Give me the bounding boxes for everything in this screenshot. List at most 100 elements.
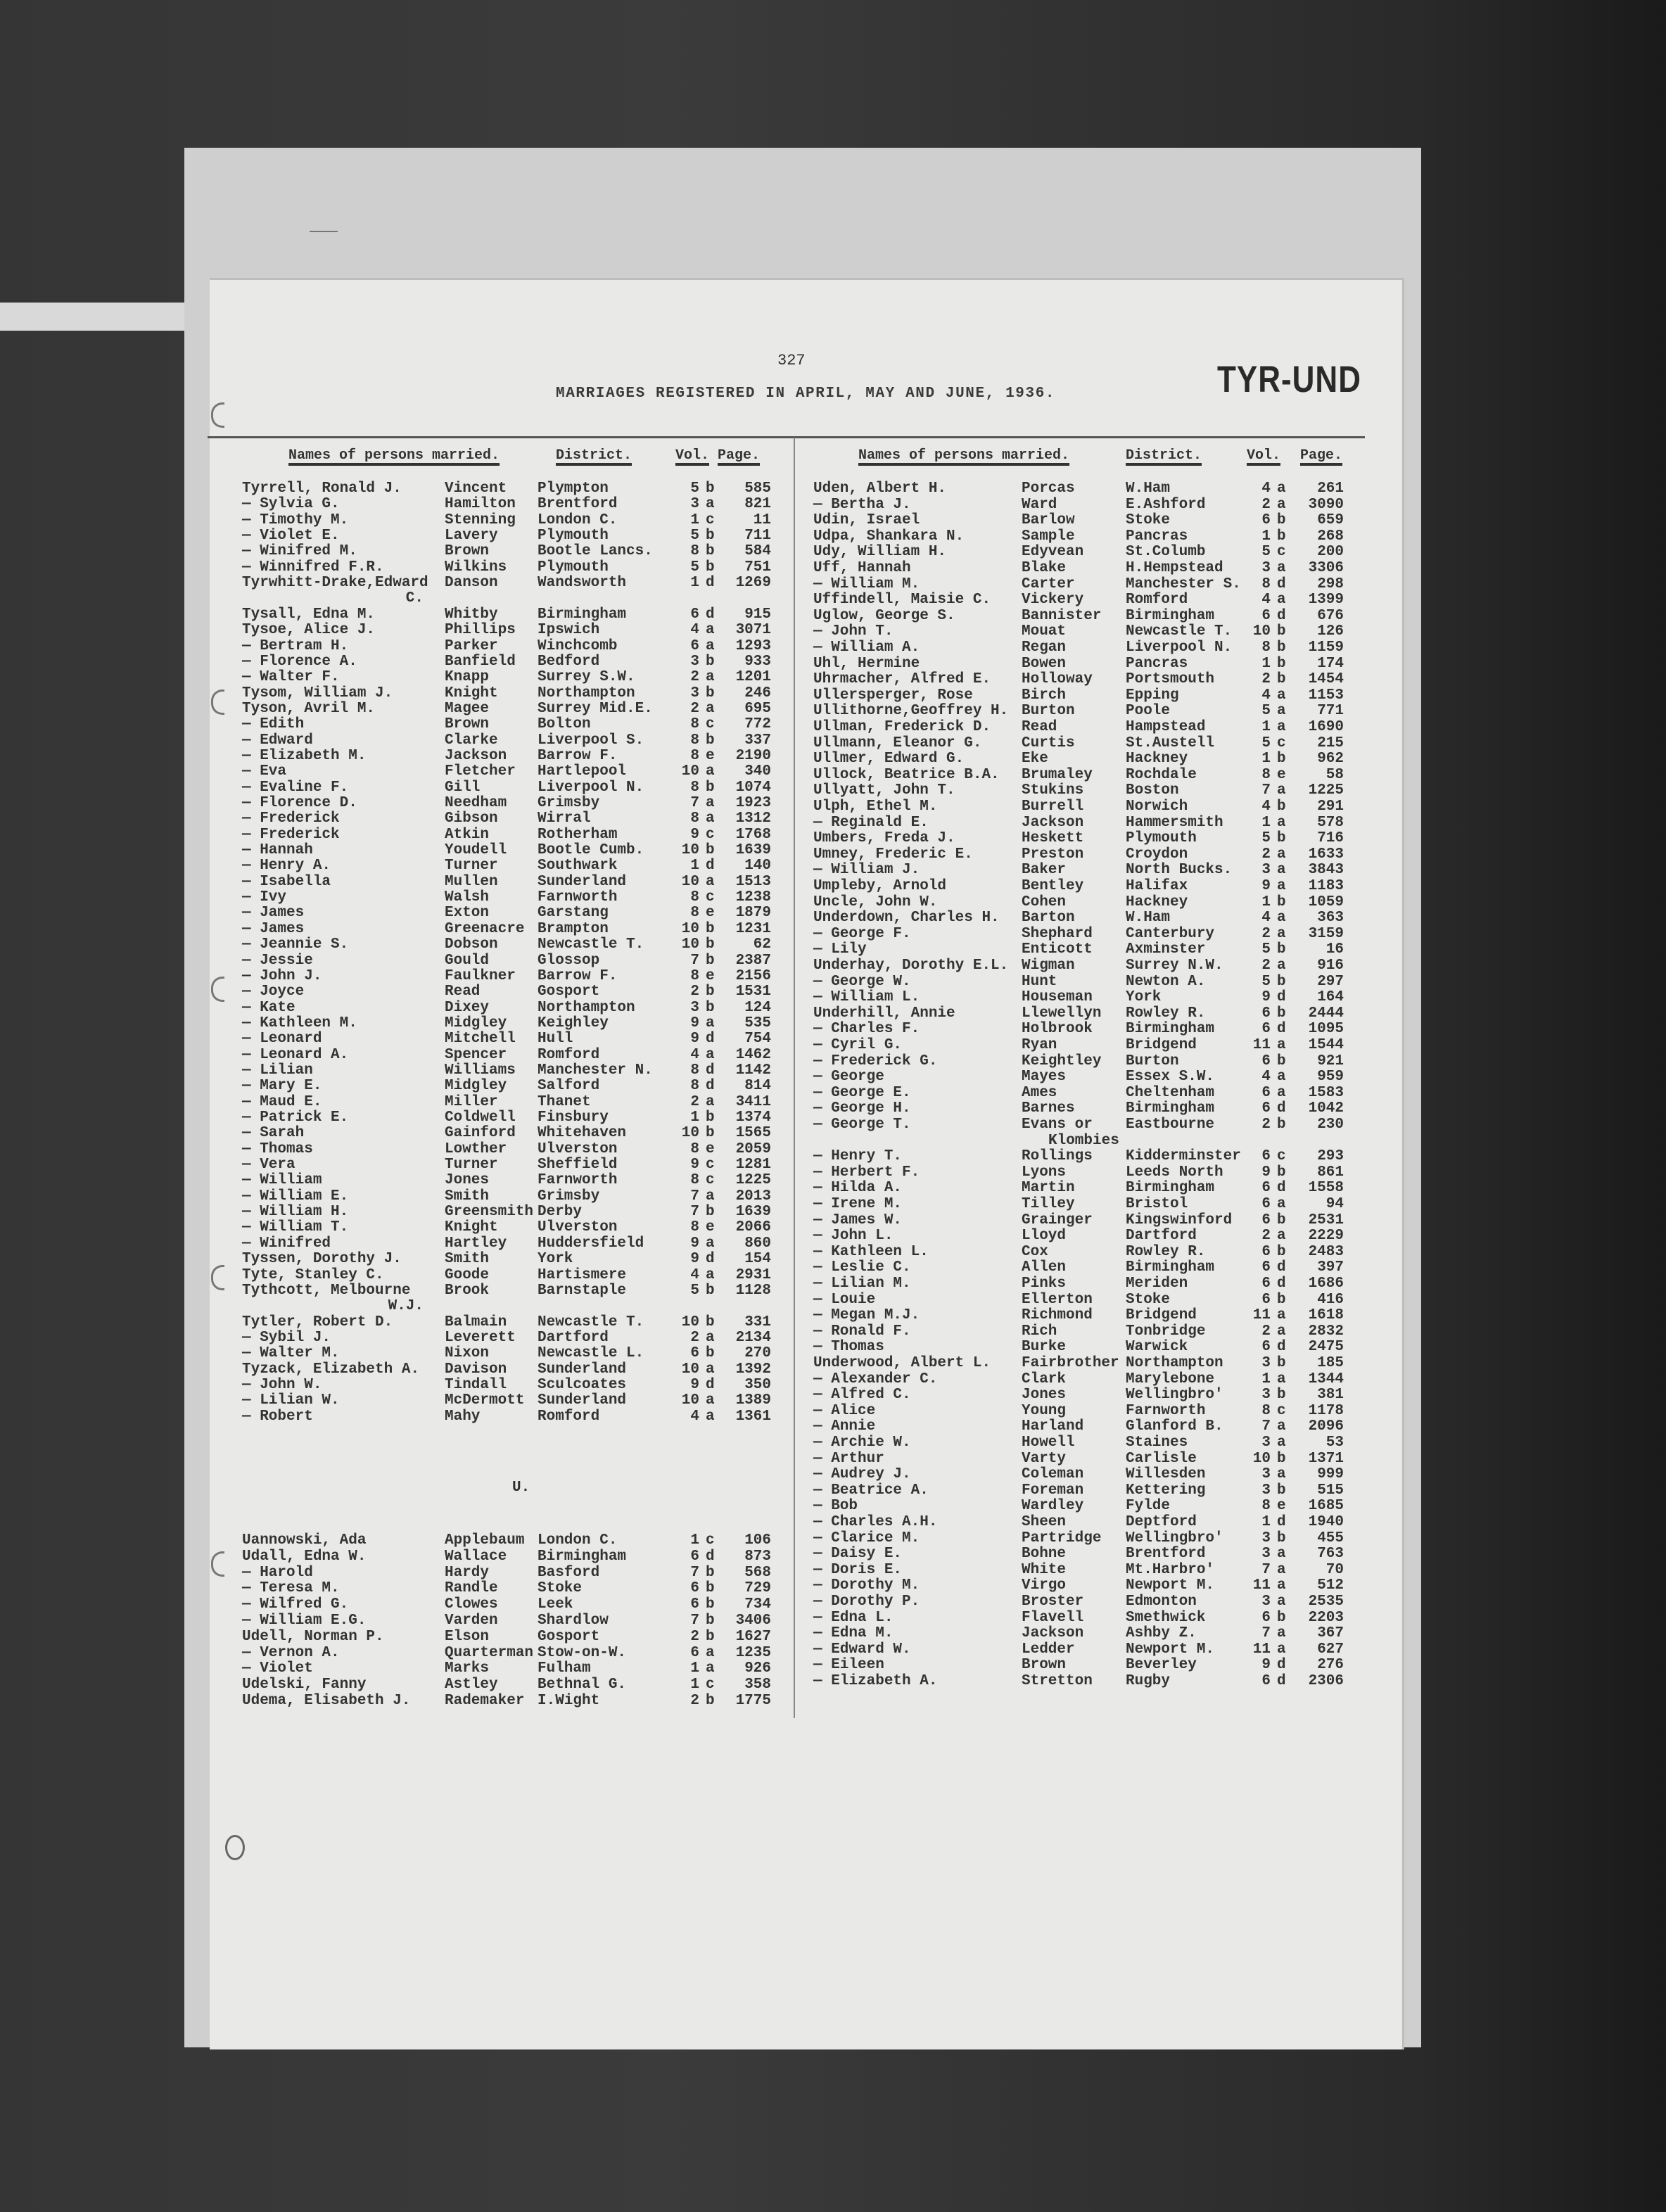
page-ref: 340: [744, 763, 771, 780]
person-name: — Lily: [813, 941, 867, 958]
page-ref: 62: [753, 936, 771, 953]
volume-part: e: [706, 1140, 715, 1157]
volume-part: d: [706, 575, 715, 592]
page-ref: 3071: [735, 622, 771, 639]
person-name: — Leonard: [242, 1031, 322, 1048]
spouse-surname: Jones: [1022, 1387, 1067, 1404]
spouse-surname: Cohen: [1022, 894, 1067, 910]
volume-part: a: [706, 811, 715, 827]
volume: 11: [1252, 1577, 1271, 1594]
table-row: — Archie W. Howell Staines 3 a 53: [0, 1435, 1666, 1451]
volume: 6: [690, 1644, 699, 1661]
volume-part: a: [1277, 496, 1286, 513]
volume-part: d: [706, 1078, 715, 1095]
district: St.Columb: [1126, 544, 1206, 561]
person-name: — Bob: [813, 1498, 858, 1515]
volume: 3: [1261, 1594, 1271, 1610]
district: Bridgend: [1126, 1307, 1197, 1324]
volume-part: b: [706, 1564, 715, 1581]
volume: 2: [1261, 1323, 1271, 1340]
table-row: — William L. Houseman York 9 d 164: [0, 990, 1666, 1005]
volume: 10: [681, 1314, 699, 1330]
spouse-surname: Jackson: [1022, 814, 1084, 831]
page-ref: 1074: [735, 779, 771, 796]
spouse-surname: Gainford: [445, 1125, 516, 1142]
volume-part: a: [706, 496, 715, 513]
volume-part: d: [1277, 1657, 1286, 1674]
spouse-surname: Brumaley: [1022, 766, 1093, 783]
page-ref: 1685: [1308, 1498, 1344, 1515]
page-ref: 270: [744, 1345, 771, 1362]
page-ref: 734: [744, 1596, 771, 1613]
volume: 2: [690, 669, 699, 686]
spouse-surname: Greenacre: [445, 920, 525, 937]
volume-part: a: [706, 873, 715, 890]
volume: 10: [681, 1125, 699, 1142]
spouse-surname: Wallace: [445, 1548, 507, 1565]
volume: 6: [1261, 1084, 1271, 1101]
table-row: — James Greenacre Brampton 10 b 1231: [0, 920, 1666, 937]
page-ref: 933: [744, 653, 771, 670]
volume: 1: [1261, 528, 1271, 545]
page-ref: 861: [1317, 1164, 1344, 1181]
volume: 8: [690, 905, 699, 922]
table-row: Tyte, Stanley C. Goode Hartismere 4 a 2931: [0, 1266, 1666, 1283]
spouse-surname: Goode: [445, 1266, 490, 1283]
district: Manchester N.: [538, 1062, 653, 1079]
volume-part: a: [706, 1235, 715, 1252]
district: Newcastle T.: [538, 936, 644, 953]
column-divider: [794, 438, 795, 1718]
page-ref: 350: [744, 1376, 771, 1393]
district: Plymouth: [538, 559, 609, 576]
person-name: — Sybil J.: [242, 1329, 331, 1346]
volume-part: c: [706, 1157, 715, 1174]
district: Deptford: [1126, 1514, 1197, 1530]
volume-part: b: [1277, 1530, 1286, 1546]
spouse-surname: Jackson: [445, 747, 507, 764]
volume: 6: [1261, 512, 1271, 529]
header-rule: [208, 436, 1365, 438]
table-row: Uncle, John W. Cohen Hackney 1 b 1059: [0, 894, 1666, 910]
district: Dartford: [1126, 1228, 1197, 1245]
district: Ulverston: [538, 1219, 618, 1236]
person-name-continuation: C.: [405, 590, 424, 607]
person-name: — Annie: [813, 1418, 876, 1435]
table-row: Udall, Edna W. Wallace Birmingham 6 d 873: [0, 1549, 1666, 1565]
district: Bootle Lancs.: [538, 543, 653, 560]
table-row: — Violet E. Lavery Plymouth 5 b 711: [0, 528, 1666, 544]
page-ref: 873: [744, 1548, 771, 1565]
spouse-surname: Parker: [445, 637, 498, 654]
page-ref: 261: [1317, 481, 1344, 497]
person-name: — Sylvia G.: [242, 496, 340, 513]
district: Bootle Cumb.: [538, 842, 644, 859]
table-row: Tyssen, Dorothy J. Smith York 9 d 154: [0, 1252, 1666, 1267]
volume: 9: [690, 1376, 699, 1393]
spouse-surname: Flavell: [1022, 1609, 1084, 1626]
page-ref: 2483: [1308, 1243, 1344, 1260]
district: Kingswinford: [1126, 1212, 1233, 1228]
volume: 6: [1261, 1276, 1271, 1292]
table-row: — Arthur Varty Carlisle 10 b 1371: [0, 1451, 1666, 1467]
spouse-surname: Smith: [445, 1251, 490, 1268]
spouse-surname-continuation: Klombies: [1048, 1132, 1119, 1149]
spouse-surname: Ward: [1022, 496, 1057, 513]
spouse-surname: Turner: [445, 858, 498, 875]
person-name: — George H.: [813, 1100, 911, 1117]
district: Stoke: [538, 1580, 583, 1597]
page-ref: 1142: [735, 1062, 771, 1079]
volume: 2: [1261, 1117, 1271, 1133]
spouse-surname: Rich: [1022, 1323, 1057, 1340]
spouse-surname: Lowther: [445, 1140, 507, 1157]
table-row: Ullmer, Edward G. Eke Hackney 1 b 962: [0, 751, 1666, 767]
person-name: — Mary E.: [242, 1078, 322, 1095]
section-heading-u: U.: [512, 1480, 530, 1496]
page-ref: 154: [744, 1251, 771, 1268]
volume-part: a: [1277, 846, 1286, 863]
spouse-surname: Mahy: [445, 1408, 481, 1425]
table-row: — Evaline F. Gill Liverpool N. 8 b 1074: [0, 780, 1666, 796]
spouse-surname: Stretton: [1022, 1673, 1093, 1689]
volume: 5: [690, 1282, 699, 1299]
person-name: — Herbert F.: [813, 1164, 920, 1181]
spouse-surname: Virgo: [1022, 1577, 1067, 1594]
page-ref: 1178: [1308, 1402, 1344, 1419]
